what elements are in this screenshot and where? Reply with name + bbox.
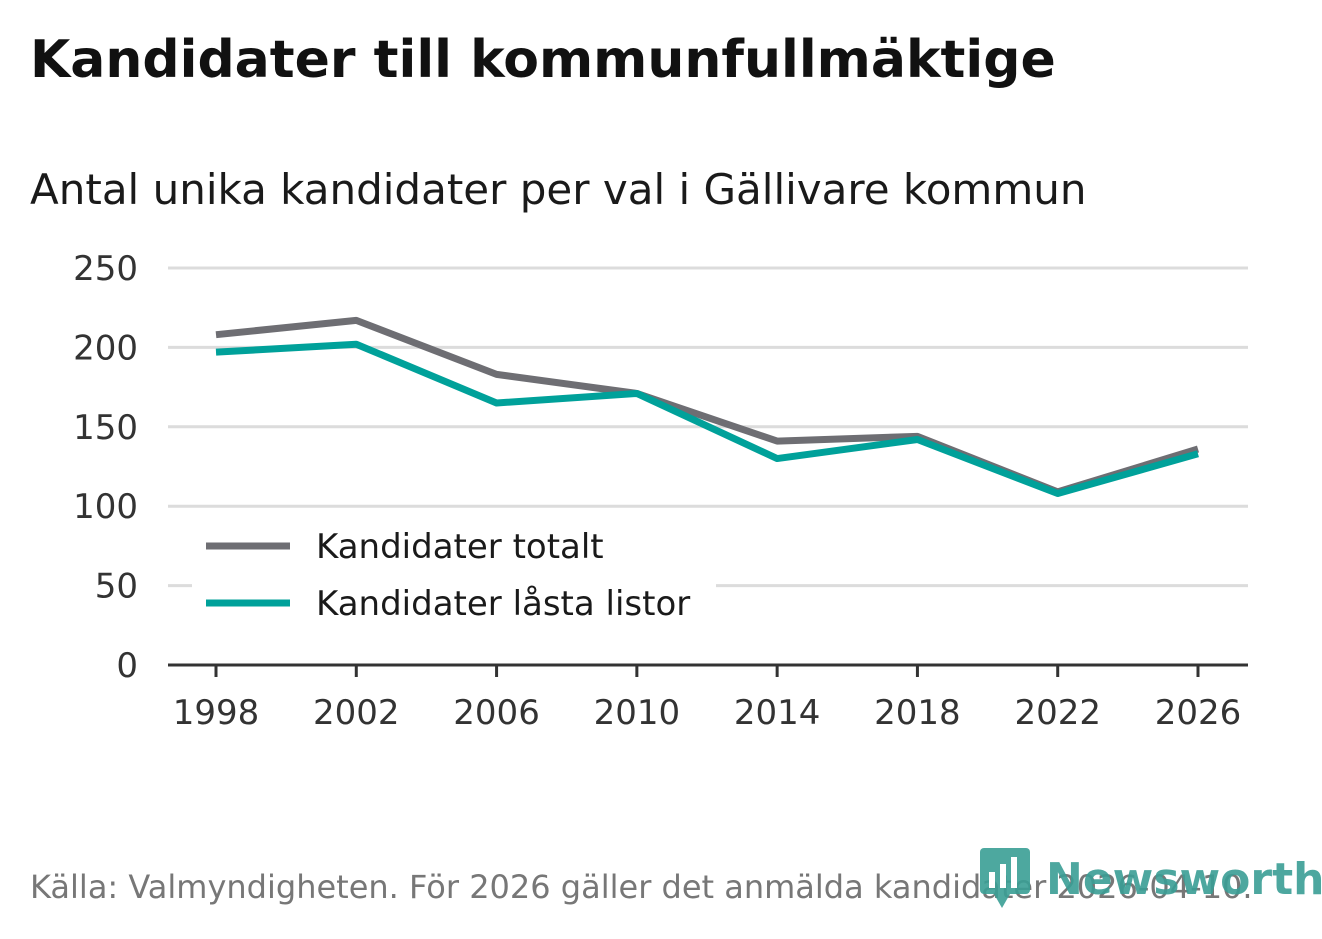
x-tick-label: 2018 <box>874 693 961 733</box>
x-tick-label: 2026 <box>1155 693 1242 733</box>
x-tick-label: 2014 <box>734 693 821 733</box>
legend: Kandidater totalt Kandidater låsta listor <box>192 515 716 635</box>
x-axis-ticks: 1998 2002 2006 2010 2014 2018 2022 2026 <box>173 665 1242 733</box>
series-line-2 <box>215 340 1199 497</box>
x-tick-label: 2006 <box>453 693 540 733</box>
y-axis-ticks: 0 50 100 150 200 250 <box>73 249 138 686</box>
legend-label-2: Kandidater låsta listor <box>316 584 690 624</box>
x-tick-label: 2002 <box>313 693 400 733</box>
legend-background <box>192 515 716 635</box>
y-tick-label: 100 <box>73 487 138 527</box>
y-tick-label: 50 <box>95 567 138 607</box>
series-lines <box>215 316 1200 497</box>
x-tick-label: 2010 <box>594 693 681 733</box>
brand-name: Newsworthy <box>1046 853 1322 905</box>
y-tick-label: 0 <box>116 646 138 686</box>
chart-subtitle: Antal unika kandidater per val i Gälliva… <box>30 165 1087 214</box>
y-tick-label: 150 <box>73 408 138 448</box>
x-tick-label: 1998 <box>173 693 260 733</box>
chart-title: Kandidater till kommunfullmäktige <box>30 30 1056 90</box>
y-tick-label: 250 <box>73 249 138 289</box>
x-tick-label: 2022 <box>1014 693 1101 733</box>
bar-chart-logo-icon <box>980 848 1030 908</box>
y-tick-label: 200 <box>73 328 138 368</box>
brand-logo: Newsworthy <box>980 848 1322 910</box>
legend-label-1: Kandidater totalt <box>316 527 604 567</box>
source-note: Källa: Valmyndigheten. För 2026 gäller d… <box>30 868 1253 906</box>
